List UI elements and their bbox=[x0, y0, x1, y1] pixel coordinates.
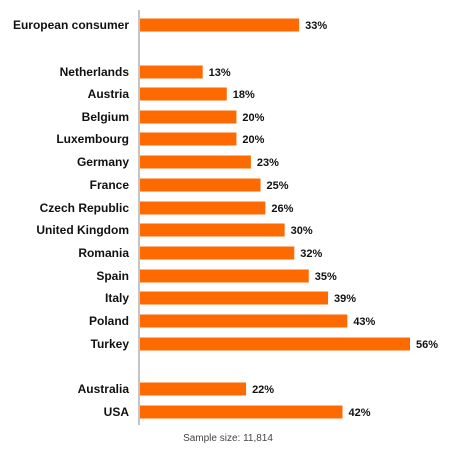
category-label: Poland bbox=[89, 314, 129, 328]
category-label: Australia bbox=[78, 382, 130, 396]
data-label: 30% bbox=[291, 225, 313, 237]
bar bbox=[140, 337, 410, 351]
sample-size-note: Sample size: 11,814 bbox=[183, 433, 273, 444]
bar-chart: European consumer 33% Netherlands 13% Austri… bbox=[13, 10, 438, 425]
category-label: Romania bbox=[78, 246, 129, 260]
bar bbox=[140, 178, 261, 192]
bar bbox=[140, 382, 247, 396]
category-label: Italy bbox=[105, 291, 129, 305]
bar bbox=[140, 65, 203, 79]
bar bbox=[140, 291, 329, 305]
data-label: 42% bbox=[349, 407, 371, 419]
category-label: Czech Republic bbox=[40, 201, 130, 215]
bar bbox=[140, 314, 348, 328]
data-label: 35% bbox=[315, 271, 337, 283]
bar bbox=[140, 87, 227, 101]
category-label: Austria bbox=[88, 87, 130, 101]
category-label: Netherlands bbox=[60, 65, 130, 79]
bar bbox=[140, 201, 266, 215]
data-label: 20% bbox=[242, 112, 264, 124]
data-label: 23% bbox=[257, 157, 279, 169]
data-label: 26% bbox=[271, 203, 293, 215]
bar bbox=[140, 405, 343, 419]
category-label: Luxembourg bbox=[56, 132, 129, 146]
category-label: United Kingdom bbox=[36, 223, 129, 237]
data-label: 22% bbox=[252, 384, 274, 396]
data-label: 18% bbox=[233, 89, 255, 101]
data-label: 56% bbox=[416, 339, 438, 351]
bar bbox=[140, 269, 309, 283]
data-label: 33% bbox=[305, 20, 327, 32]
data-label: 25% bbox=[267, 180, 289, 192]
category-label: France bbox=[90, 178, 130, 192]
data-label: 20% bbox=[242, 134, 264, 146]
bar bbox=[140, 223, 285, 237]
category-label: Spain bbox=[96, 269, 129, 283]
category-label: USA bbox=[104, 405, 130, 419]
bar bbox=[140, 18, 300, 32]
bar bbox=[140, 155, 251, 169]
category-label: Turkey bbox=[91, 337, 130, 351]
category-label: European consumer bbox=[13, 18, 129, 32]
category-label: Belgium bbox=[82, 110, 129, 124]
data-label: 13% bbox=[209, 67, 231, 79]
bar bbox=[140, 246, 295, 260]
data-label: 43% bbox=[353, 316, 375, 328]
category-label: Germany bbox=[77, 155, 129, 169]
bar bbox=[140, 132, 237, 146]
data-label: 39% bbox=[334, 293, 356, 305]
bar bbox=[140, 110, 237, 124]
data-label: 32% bbox=[300, 248, 322, 260]
